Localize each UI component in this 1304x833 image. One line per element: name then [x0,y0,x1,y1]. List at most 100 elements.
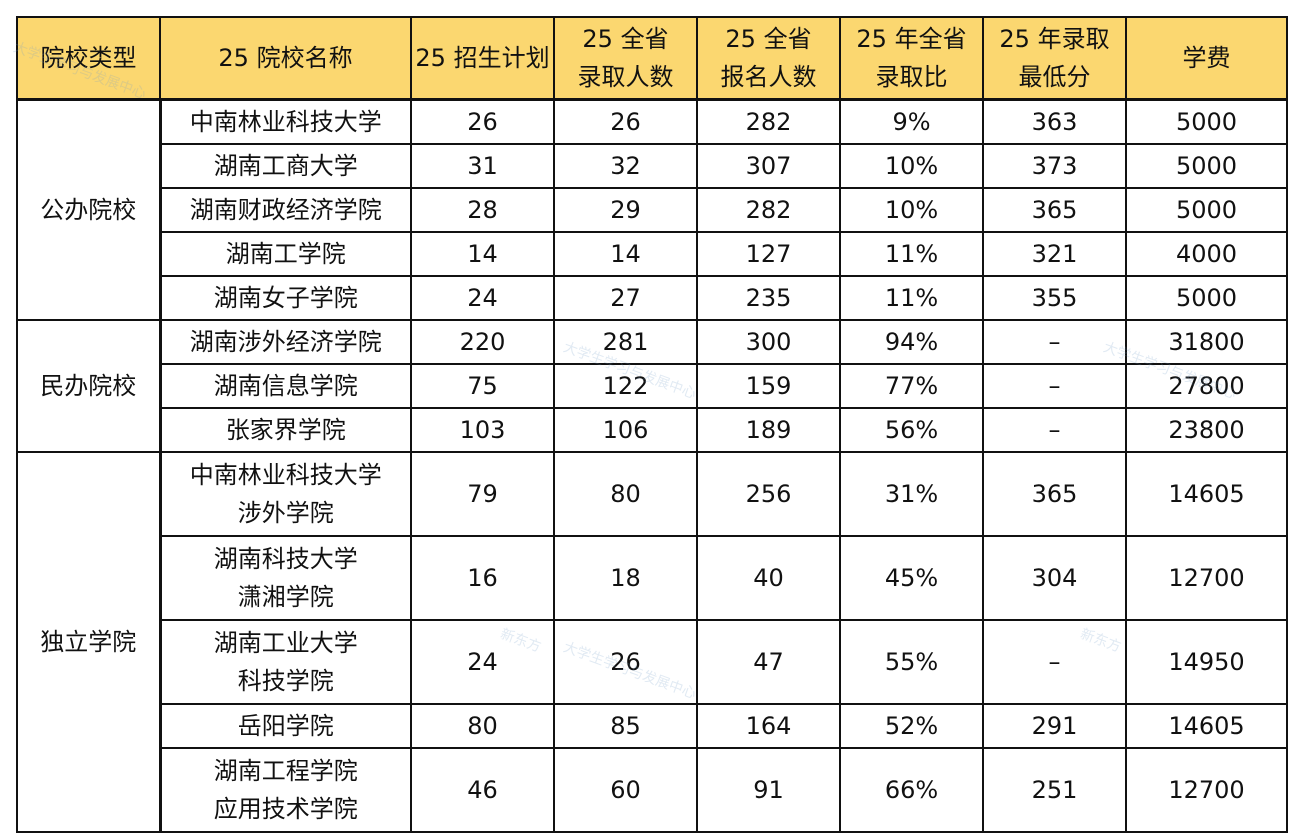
school-name-cell: 湖南工程学院 应用技术学院 [159,747,412,833]
header-text: 录取人数 [577,63,674,91]
school-type-cell: 民办院校 [16,319,162,453]
header-min-score: 25 年录取 最低分 [982,16,1127,101]
header-text: 录取比 [875,63,948,91]
school-name-text: 湖南信息学院 [213,372,358,400]
tuition-cell: 14605 [1125,703,1288,749]
tuition-cell: 4000 [1125,231,1288,277]
min-score-cell: – [982,407,1127,453]
admission-ratio-cell: 31% [839,451,984,537]
admission-ratio-cell: 45% [839,535,984,621]
header-text: 25 全省 [725,25,812,53]
header-applicant-count: 25 全省 报名人数 [696,16,841,101]
school-type-cell: 公办院校 [16,98,162,321]
header-text: 25 年录取 [999,25,1110,53]
school-name-text: 科技学院 [237,667,334,695]
header-enrollment-plan: 25 招生计划 [410,16,555,101]
header-text: 学费 [1182,44,1231,72]
school-name-text: 岳阳学院 [237,712,334,740]
table-header: 院校类型 25 院校名称 25 招生计划 25 全省 录取人数 25 全省 报名人数 25 年… [16,16,1288,101]
header-text: 25 年全省 [856,25,967,53]
applicant-count-cell: 164 [696,703,841,749]
applicant-count-cell: 282 [696,98,841,145]
school-type-cell: 独立学院 [16,451,162,833]
table-row: 民办院校 湖南涉外经济学院 220 281 300 94% –31800 [16,319,1288,453]
admitted-count-cell: 122 [553,363,698,409]
header-text: 院校类型 [40,44,137,72]
school-name-cell: 湖南工学院 [159,231,412,277]
school-name-text: 张家界学院 [225,416,346,444]
school-name-cell: 岳阳学院 [159,703,412,749]
applicant-count-cell: 307 [696,143,841,189]
tuition-cell: 5000 [1125,143,1288,189]
header-admitted-count: 25 全省 录取人数 [553,16,698,101]
admission-ratio-cell: 10% [839,187,984,233]
school-name-cell: 湖南工业大学 科技学院 [159,619,412,705]
applicant-count-cell: 282 [696,187,841,233]
admitted-count-cell: 106 [553,407,698,453]
school-name-cell: 中南林业科技大学 涉外学院 [159,451,412,537]
enrollment-plan-cell: 103 [410,407,555,453]
school-name-text: 中南林业科技大学 [189,461,382,489]
header-school-name: 25 院校名称 [159,16,412,101]
header-text: 最低分 [1018,63,1091,91]
school-name-text: 湖南财政经济学院 [189,196,382,224]
table-row: 湖南工程学院 应用技术学院 46 60 91 66% 251 12700 [17,747,1288,833]
school-name-text: 潇湘学院 [237,583,334,611]
header-school-type: 院校类型 [16,16,161,101]
enrollment-plan-cell: 79 [410,451,555,537]
admission-ratio-cell: 94% [839,319,984,365]
applicant-count-cell: 235 [696,275,841,321]
tuition-cell: 5000 [1125,187,1288,233]
admitted-count-cell: 60 [553,747,698,833]
school-name-text: 湖南工程学院 [213,757,358,785]
tuition-cell: 12700 [1125,747,1288,833]
admitted-count-cell: 26 [553,619,698,705]
applicant-count-cell: 256 [696,451,841,537]
admission-ratio-cell: 9% [839,98,984,145]
school-name-cell: 中南林业科技大学 [159,98,412,145]
table-row: 湖南工学院 14 14 127 11% 321 4000 [17,231,1288,277]
admission-ratio-cell: 55% [839,619,984,705]
min-score-cell: 373 [982,143,1127,189]
enrollment-plan-cell: 46 [410,747,555,833]
header-text: 25 招生计划 [415,44,550,72]
min-score-cell: – [982,363,1127,409]
header-admission-ratio: 25 年全省 录取比 [839,16,984,101]
table-row: 湖南工业大学 科技学院 24 26 47 55% –14950 [17,619,1288,705]
school-name-cell: 湖南信息学院 [159,363,412,409]
tuition-cell: 23800 [1125,407,1288,453]
min-score-cell: 365 [982,451,1127,537]
admission-ratio-cell: 77% [839,363,984,409]
admitted-count-cell: 14 [553,231,698,277]
admitted-count-cell: 80 [553,451,698,537]
school-name-text: 涉外学院 [237,499,334,527]
school-name-cell: 湖南涉外经济学院 [159,319,412,365]
table-body: 公办院校 中南林业科技大学 26 26 282 9% 363 5000 湖南工商大学 31 32 30… [16,98,1288,833]
admitted-count-cell: 85 [553,703,698,749]
tuition-cell: 5000 [1125,98,1288,145]
admitted-count-cell: 29 [553,187,698,233]
admitted-count-cell: 18 [553,535,698,621]
school-name-text: 湖南涉外经济学院 [189,328,382,356]
min-score-cell: 355 [982,275,1127,321]
admission-data-table: 院校类型 25 院校名称 25 招生计划 25 全省 录取人数 25 全省 报名人数 25 年… [16,16,1288,833]
admitted-count-cell: 281 [553,319,698,365]
enrollment-plan-cell: 220 [410,319,555,365]
header-row: 院校类型 25 院校名称 25 招生计划 25 全省 录取人数 25 全省 报名人数 25 年… [16,16,1288,101]
min-score-cell: 304 [982,535,1127,621]
admission-ratio-cell: 11% [839,275,984,321]
tuition-cell: 12700 [1125,535,1288,621]
table-row: 湖南科技大学 潇湘学院 16 18 40 45% 304 12700 [17,535,1288,621]
enrollment-plan-cell: 75 [410,363,555,409]
enrollment-plan-cell: 16 [410,535,555,621]
admission-ratio-cell: 52% [839,703,984,749]
school-name-text: 中南林业科技大学 [189,108,382,136]
table-row: 独立学院 中南林业科技大学 涉外学院 79 80 256 31% 365 14605 [16,451,1288,833]
min-score-cell: 363 [982,98,1127,145]
school-name-cell: 湖南女子学院 [159,275,412,321]
applicant-count-cell: 189 [696,407,841,453]
applicant-count-cell: 159 [696,363,841,409]
admission-ratio-cell: 66% [839,747,984,833]
tuition-cell: 5000 [1125,275,1288,321]
enrollment-plan-cell: 28 [410,187,555,233]
